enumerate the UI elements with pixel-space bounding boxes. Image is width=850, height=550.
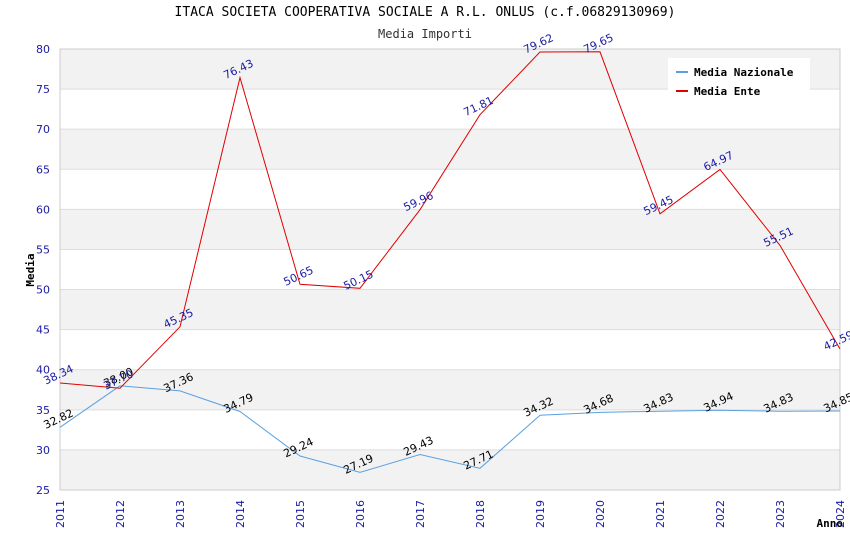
legend-box [668,58,810,102]
x-tick-label: 2011 [54,500,67,528]
series-line-0 [59,385,841,473]
x-tick-label: 2017 [414,500,427,528]
x-tick-label: 2019 [534,500,547,528]
grid-band [60,449,840,490]
series-line-1 [59,51,841,389]
y-tick-label: 35 [36,404,50,417]
data-label: 71.81 [461,94,495,119]
legend-label: Media Ente [694,85,761,98]
y-tick-label: 55 [36,243,50,256]
y-tick-label: 65 [36,163,50,176]
y-tick-label: 40 [36,364,50,377]
y-tick-label: 25 [36,484,50,497]
y-tick-label: 45 [36,324,50,337]
x-axis-ticks: 2011 2012 2013 2014 2015 2016 2017 2018 2019 2020… [54,500,847,528]
x-axis-label: Anno [817,517,844,530]
x-tick-label: 2021 [654,500,667,528]
x-tick-label: 2012 [114,500,127,528]
grid-bands [60,49,840,490]
y-axis-label: Media [24,253,37,286]
legend-label: Media Nazionale [694,66,794,79]
chart-subtitle: Media Importi [378,27,472,41]
legend: Media Nazionale Media Ente [668,58,810,102]
data-label: 50.15 [341,268,375,293]
x-tick-label: 2023 [774,500,787,528]
plot-frame [59,48,841,491]
series-lines [59,51,841,473]
x-tick-label: 2022 [714,500,727,528]
x-tick-label: 2016 [354,500,367,528]
chart-title: ITACA SOCIETA COOPERATIVA SOCIALE A R.L.… [174,5,676,20]
grid-band [60,209,840,250]
x-tick-label: 2018 [474,500,487,528]
y-tick-label: 70 [36,123,50,136]
y-axis-ticks: 25 30 35 40 45 50 55 60 65 70 75 80 [36,43,50,497]
y-tick-label: 80 [36,43,50,56]
data-label: 42.59 [821,328,850,353]
x-tick-label: 2014 [234,500,247,528]
grid-band [60,289,840,330]
x-tick-label: 2015 [294,500,307,528]
x-tick-label: 2013 [174,500,187,528]
grid-band [60,369,840,410]
y-tick-label: 30 [36,444,50,457]
y-tick-label: 50 [36,284,50,297]
y-tick-label: 75 [36,83,50,96]
x-tick-label: 2024 [834,500,847,528]
grid-lines [60,48,840,491]
y-tick-label: 60 [36,203,50,216]
x-tick-label: 2020 [594,500,607,528]
